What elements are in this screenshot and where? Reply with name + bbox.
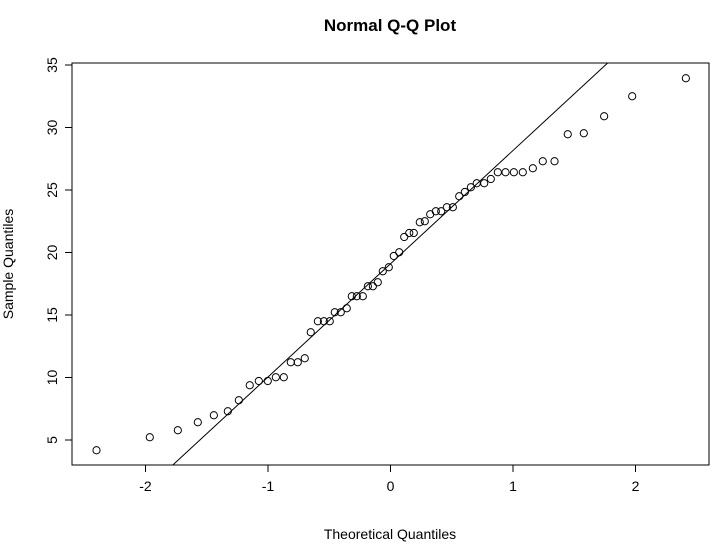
data-point xyxy=(442,203,451,212)
data-point xyxy=(460,187,469,197)
y-axis: 5 10 15 20 25 30 35 xyxy=(44,57,72,444)
data-point xyxy=(518,168,527,177)
data-point xyxy=(279,373,288,382)
data-point xyxy=(384,263,393,272)
y-tick-label: 5 xyxy=(44,436,60,444)
data-point xyxy=(480,179,489,188)
data-point xyxy=(254,376,263,386)
data-point xyxy=(628,92,637,101)
data-point xyxy=(306,328,315,337)
data-point xyxy=(300,354,309,363)
data-point xyxy=(313,317,322,326)
data-point xyxy=(472,179,481,188)
data-point xyxy=(486,174,495,184)
data-point xyxy=(368,282,377,291)
data-point xyxy=(336,308,345,317)
data-point xyxy=(286,358,295,367)
y-tick-label: 10 xyxy=(44,370,60,386)
data-point xyxy=(395,248,404,257)
data-point xyxy=(420,217,429,226)
data-point xyxy=(234,396,243,405)
data-point xyxy=(173,426,182,435)
data-point xyxy=(550,157,559,166)
data-point xyxy=(373,278,382,287)
x-tick-label: 0 xyxy=(387,478,395,494)
data-point xyxy=(92,446,101,455)
data-point xyxy=(448,203,457,212)
data-point xyxy=(528,164,537,173)
data-point xyxy=(245,381,254,390)
data-point xyxy=(405,228,414,238)
data-point xyxy=(681,74,690,83)
data-point xyxy=(145,433,154,442)
data-point xyxy=(455,192,464,201)
x-axis-label: Theoretical Quantiles xyxy=(324,526,456,542)
data-point xyxy=(600,112,609,121)
data-point xyxy=(325,317,334,326)
data-point xyxy=(347,292,356,301)
data-point xyxy=(501,168,510,177)
data-point xyxy=(509,168,518,177)
data-point xyxy=(538,157,547,166)
data-point xyxy=(342,304,351,313)
x-tick-label: 2 xyxy=(632,478,640,494)
x-tick-label: 1 xyxy=(509,478,517,494)
data-point xyxy=(389,251,398,261)
data-point xyxy=(193,418,202,427)
x-tick-label: -2 xyxy=(139,478,152,494)
data-point xyxy=(466,183,475,192)
y-axis-label: Sample Quantiles xyxy=(0,209,16,320)
data-point xyxy=(319,317,328,326)
data-point xyxy=(378,267,387,276)
data-point xyxy=(209,411,218,420)
x-tick-label: -1 xyxy=(262,478,275,494)
data-point xyxy=(293,358,302,367)
data-point xyxy=(579,129,588,138)
chart-title: Normal Q-Q Plot xyxy=(324,16,457,35)
data-point xyxy=(415,218,424,227)
data-point xyxy=(223,407,232,416)
data-point xyxy=(358,292,367,301)
data-point xyxy=(400,232,409,242)
data-point xyxy=(431,207,440,216)
data-point xyxy=(263,376,272,386)
y-tick-label: 25 xyxy=(44,182,60,198)
x-axis: -2 -1 0 1 2 xyxy=(139,465,640,494)
data-point xyxy=(352,292,361,301)
data-point xyxy=(330,308,339,317)
data-point xyxy=(363,282,372,291)
y-tick-label: 15 xyxy=(44,307,60,323)
y-tick-label: 20 xyxy=(44,245,60,261)
data-point xyxy=(563,130,572,139)
data-point xyxy=(493,168,502,177)
data-point xyxy=(437,207,446,216)
data-point xyxy=(409,228,418,238)
y-tick-label: 35 xyxy=(44,57,60,73)
y-tick-label: 30 xyxy=(44,120,60,136)
data-point xyxy=(271,373,280,382)
